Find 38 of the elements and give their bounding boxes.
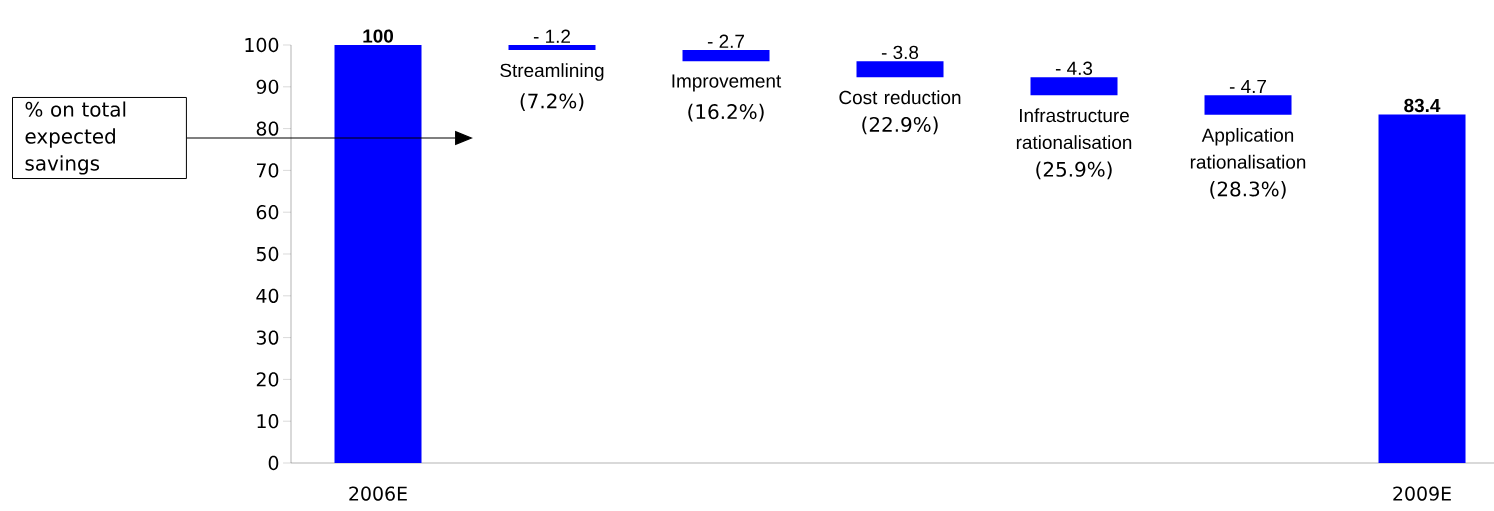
x-tick-label: 2006E (349, 486, 407, 501)
x-tick-label: Streamlining (500, 63, 604, 81)
annotation: (7.2%) (520, 93, 584, 111)
bar (334, 45, 422, 463)
annotation: (16.2%) (688, 103, 764, 122)
text: % on total expected savings (25, 101, 126, 175)
bar (682, 50, 770, 62)
bar (1378, 114, 1466, 463)
data-label: - 3.8 (881, 45, 919, 60)
x-tick-label: Application rationalisation (1190, 127, 1306, 169)
x-tick-label: 2009E (1393, 486, 1451, 501)
data-label: 83.4 (1404, 98, 1441, 113)
y-tick-label: 50 (256, 246, 279, 262)
y-tick-label: 70 (256, 163, 279, 178)
x-tick-label: Infrastructure rationalisation (1016, 108, 1132, 150)
y-tick-label: 60 (256, 205, 279, 220)
annotation: (25.9%) (1036, 161, 1112, 180)
y-tick-label: 40 (256, 288, 279, 303)
x-tick-label: Improvement (672, 74, 782, 92)
annotation: (28.3%) (1210, 181, 1286, 199)
bar (1204, 95, 1292, 115)
bar (508, 45, 596, 51)
y-tick-label: 30 (256, 330, 279, 345)
annotation: (22.9%) (862, 116, 938, 135)
bar (856, 61, 944, 78)
data-label: 100 (363, 29, 394, 43)
data-label: - 4.7 (1229, 79, 1266, 93)
y-tick-label: 90 (256, 79, 279, 94)
y-tick-label: 100 (245, 37, 279, 53)
y-tick-label: 20 (256, 372, 279, 387)
x-tick-label: Cost reduction (839, 90, 961, 105)
y-tick-label: 80 (256, 121, 279, 136)
data-label: - 2.7 (707, 34, 744, 48)
y-tick-label: 10 (257, 414, 279, 429)
bar (1030, 77, 1118, 96)
data-label: - 4.3 (1055, 61, 1093, 75)
y-tick-label: 0 (268, 455, 279, 471)
data-label: - 1.2 (533, 29, 570, 43)
